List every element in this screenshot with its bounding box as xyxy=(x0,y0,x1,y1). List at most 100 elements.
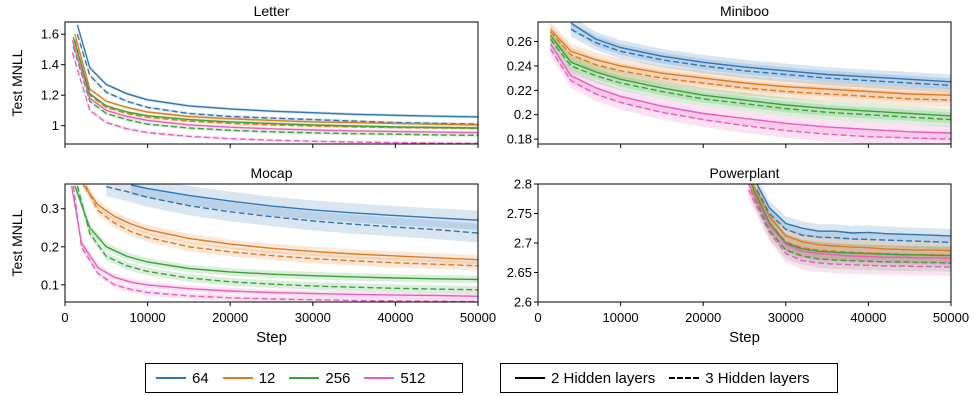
xtick-label-2-1: 10000 xyxy=(130,310,166,325)
band-1-0 xyxy=(571,22,951,90)
series-line-1-512-2layers xyxy=(549,43,951,134)
xtick-label-2-4: 40000 xyxy=(377,310,413,325)
series-line-2-256-3layers xyxy=(76,185,478,291)
series-line-3-256-2layers xyxy=(750,184,951,257)
legend-swatch-width-2 xyxy=(289,377,320,379)
plot-area-0 xyxy=(71,23,478,144)
xlabel-3: Step xyxy=(729,329,760,346)
ytick-label-1-1: 0.2 xyxy=(514,107,532,122)
xtick-label-2-3: 30000 xyxy=(295,310,331,325)
legend-label-width-2: 256 xyxy=(325,369,351,387)
band-2-0 xyxy=(131,184,478,230)
legend-item-layers-0: 2 Hidden layers xyxy=(515,370,655,387)
series-line-2-12-3layers xyxy=(85,185,478,267)
layers-legend: 2 Hidden layers 3 Hidden layers xyxy=(500,363,838,393)
xlabel-2: Step xyxy=(256,329,287,346)
panel-letter: Letter 1 1.2 1.4 1.6 Test MNLL xyxy=(9,3,479,148)
plot-area-2 xyxy=(70,184,478,302)
band-3-2 xyxy=(752,184,951,259)
series-line-0-512-2layers xyxy=(71,40,478,134)
band-2-2 xyxy=(83,184,478,265)
series-line-3-512-3layers xyxy=(747,189,951,268)
xtick-label-2-2: 20000 xyxy=(212,310,248,325)
ytick-label-1-0: 0.18 xyxy=(507,132,532,147)
legend-label-width-1: 12 xyxy=(258,369,276,387)
ytick-label-0-3: 1.6 xyxy=(41,27,59,42)
plot-area-1 xyxy=(549,22,951,144)
ytick-label-0-2: 1.4 xyxy=(41,57,59,72)
legend-label-width-0: 64 xyxy=(192,369,209,387)
ytick-label-3-1: 2.65 xyxy=(507,265,532,280)
legend-swatch-width-3 xyxy=(364,377,395,379)
legend-swatch-layers-1 xyxy=(669,377,700,379)
plot-area-3 xyxy=(747,184,951,276)
band-3-1 xyxy=(756,184,951,250)
band-1-7 xyxy=(550,41,951,144)
xtick-label-3-1: 10000 xyxy=(603,310,639,325)
series-line-3-512-2layers xyxy=(747,184,951,259)
series-line-0-64-3layers xyxy=(76,33,478,125)
legend-item-width-2: 256 xyxy=(289,370,350,387)
ylabel-0: Test MNLL xyxy=(9,49,25,116)
panel-title-3: Powerplant xyxy=(709,165,779,181)
band-2-1 xyxy=(106,184,478,243)
xtick-label-3-5: 50000 xyxy=(933,310,969,325)
series-line-0-12-2layers xyxy=(74,34,478,126)
series-line-0-64-2layers xyxy=(76,24,478,118)
band-2-3 xyxy=(85,184,478,271)
series-line-1-256-3layers xyxy=(549,38,951,121)
band-3-4 xyxy=(751,184,951,265)
legend-label-layers-0: 2 Hidden layers xyxy=(551,369,656,387)
ytick-label-3-3: 2.75 xyxy=(507,206,532,221)
legend-item-layers-1: 3 Hidden layers xyxy=(669,370,809,387)
xtick-label-3-2: 20000 xyxy=(685,310,721,325)
ytick-label-0-1: 1.2 xyxy=(41,88,59,103)
ytick-label-2-0: 0.1 xyxy=(41,277,59,292)
series-line-1-256-2layers xyxy=(549,34,951,117)
legend-swatch-width-0 xyxy=(156,377,186,379)
xtick-label-3-3: 30000 xyxy=(768,310,804,325)
width-legend: 64 12 256 512 xyxy=(145,363,463,393)
series-line-1-12-2layers xyxy=(549,28,951,96)
legend-swatch-width-1 xyxy=(222,377,253,379)
band-3-7 xyxy=(748,184,951,276)
series-line-2-512-2layers xyxy=(70,185,478,297)
ytick-label-1-4: 0.26 xyxy=(507,34,532,49)
series-line-2-512-3layers xyxy=(72,185,478,302)
series-line-1-64-3layers xyxy=(570,28,951,87)
ylabel-2: Test MNLL xyxy=(9,209,25,276)
xtick-label-2-0: 0 xyxy=(61,310,68,325)
series-line-3-64-3layers xyxy=(756,189,951,244)
series-line-0-512-3layers xyxy=(71,52,478,144)
series-line-3-12-2layers xyxy=(752,184,951,252)
ytick-label-2-2: 0.3 xyxy=(41,201,59,216)
ytick-label-3-2: 2.7 xyxy=(514,236,532,251)
xtick-label-3-0: 0 xyxy=(534,310,541,325)
legend-label-layers-1: 3 Hidden layers xyxy=(705,369,810,387)
legend-item-width-0: 64 xyxy=(156,370,209,387)
band-3-5 xyxy=(751,184,951,272)
legend-item-width-3: 512 xyxy=(364,370,425,387)
panel-title-2: Mocap xyxy=(250,165,292,181)
series-line-2-256-2layers xyxy=(74,185,478,281)
ytick-label-3-4: 2.8 xyxy=(514,177,532,192)
series-line-1-64-2layers xyxy=(570,22,951,83)
ytick-label-3-0: 2.6 xyxy=(514,295,532,310)
ytick-label-2-1: 0.2 xyxy=(41,239,59,254)
xtick-label-2-5: 50000 xyxy=(460,310,496,325)
series-line-0-256-2layers xyxy=(72,37,478,129)
panel-mocap: Mocap 0.1 0.2 0.3 0 10000 20000 30000 40000 50000… xyxy=(9,165,496,346)
series-line-0-256-3layers xyxy=(72,46,478,136)
legend-item-width-1: 12 xyxy=(222,369,276,387)
xtick-label-3-4: 40000 xyxy=(850,310,886,325)
panel-frame-1 xyxy=(537,21,952,145)
series-line-0-12-3layers xyxy=(74,40,478,130)
ytick-label-1-3: 0.24 xyxy=(507,58,532,73)
panel-title-1: Miniboo xyxy=(720,3,769,19)
panel-frame-0 xyxy=(64,21,479,145)
legend-swatch-layers-0 xyxy=(515,377,545,379)
series-line-2-64-3layers xyxy=(106,186,478,234)
panel-title-0: Letter xyxy=(254,3,290,19)
legend-label-width-3: 512 xyxy=(400,369,426,387)
